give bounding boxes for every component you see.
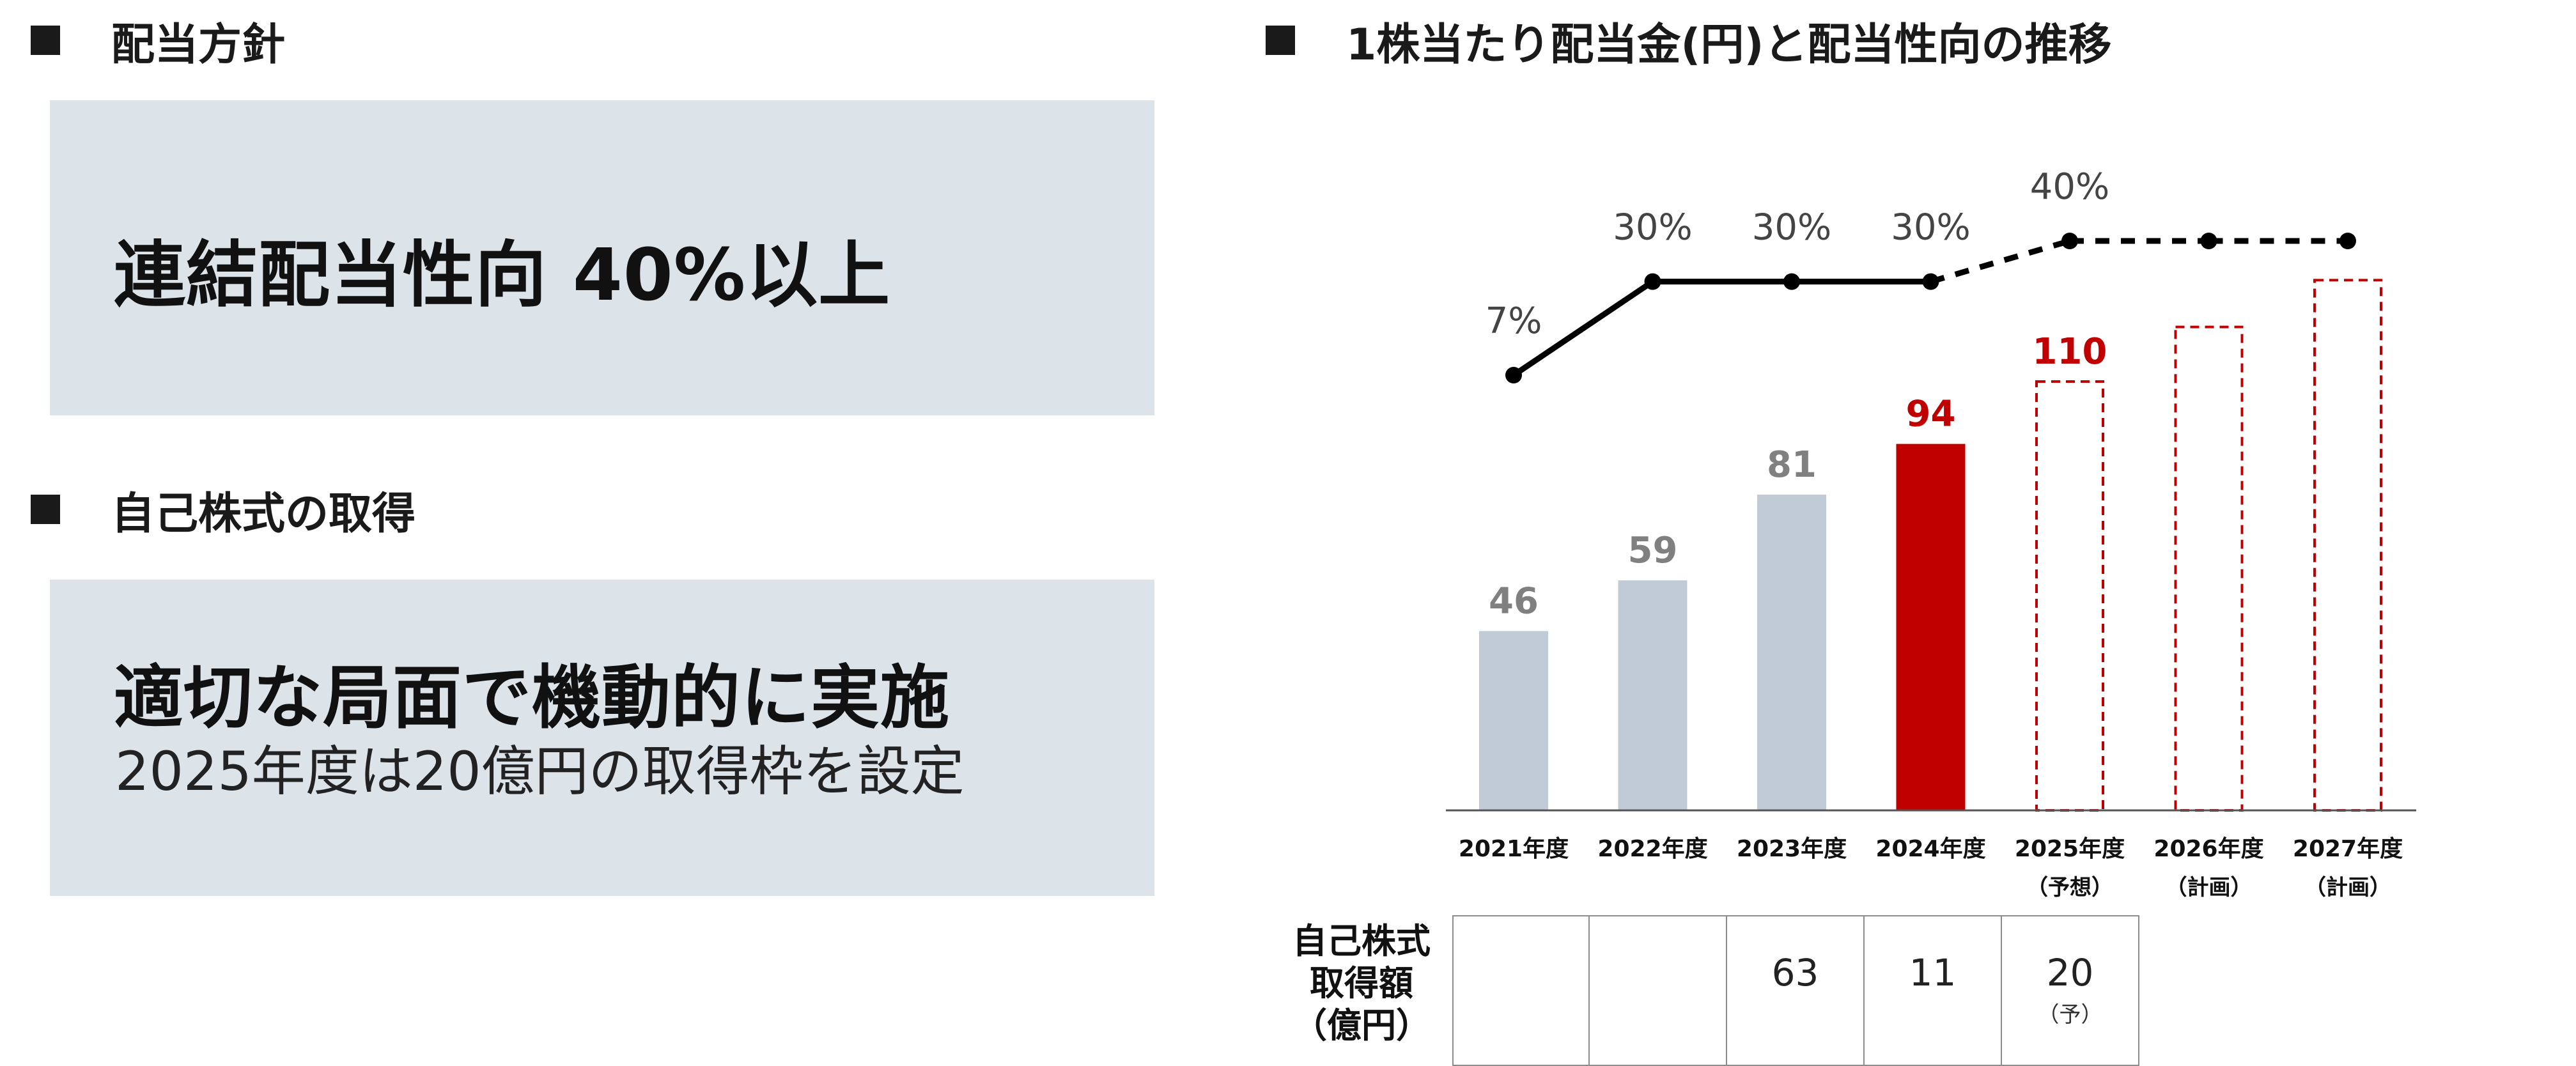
buyback-heading: 自己株式の取得 xyxy=(31,481,416,539)
buyback-cell-value: 11 xyxy=(1909,951,1957,994)
x-tick-label: 2023年度 xyxy=(1737,836,1847,862)
buyback-table-label-line: （億円） xyxy=(1292,1005,1431,1046)
chart-heading-text: 1株当たり配当金(円)と配当性向の推移 xyxy=(1346,19,2112,70)
x-tick-note: （計画） xyxy=(2304,875,2391,900)
bar-value-label: 110 xyxy=(2033,331,2107,373)
chart-heading: 1株当たり配当金(円)と配当性向の推移 xyxy=(1266,12,2112,70)
payout-point xyxy=(2339,233,2356,249)
policy-main-text: 連結配当性向 40%以上 xyxy=(114,234,891,317)
buyback-table-cell: 11 xyxy=(1863,915,2002,1066)
buyback-table-cell: 20 （予） xyxy=(2001,915,2139,1066)
buyback-cell-value: 20 xyxy=(2046,951,2094,994)
policy-heading-text: 配当方針 xyxy=(111,19,286,70)
dividend-bar-forecast xyxy=(2313,279,2382,812)
dividend-bar xyxy=(1479,631,1548,810)
buyback-cell-value: 63 xyxy=(1771,951,1819,994)
square-bullet-icon xyxy=(31,26,60,55)
buyback-panel xyxy=(50,580,1154,896)
buyback-main-text: 適切な局面で機動的に実施 xyxy=(114,658,950,738)
buyback-table-label-line: 自己株式 xyxy=(1292,921,1431,961)
payout-point xyxy=(1644,273,1661,290)
buyback-table-label: 自己株式 取得額 （億円） xyxy=(1272,920,1451,1047)
payout-value-label: 30% xyxy=(1752,207,1831,249)
dividend-bar xyxy=(1618,580,1688,810)
buyback-heading-text: 自己株式の取得 xyxy=(111,488,416,539)
bar-value-label: 46 xyxy=(1489,580,1539,622)
x-tick-label: 2021年度 xyxy=(1459,836,1569,862)
policy-heading: 配当方針 xyxy=(31,12,286,70)
dividend-bar xyxy=(1757,494,1826,810)
bar-value-label: 81 xyxy=(1767,444,1817,486)
x-tick-label: 2022年度 xyxy=(1597,836,1707,862)
payout-value-label: 30% xyxy=(1613,207,1692,249)
buyback-table-cell xyxy=(1588,915,1727,1066)
payout-point xyxy=(1505,367,1522,383)
x-tick-label: 2024年度 xyxy=(1875,836,1985,862)
x-tick-label: 2027年度 xyxy=(2293,836,2403,862)
square-bullet-icon xyxy=(31,495,60,524)
buyback-table-cell xyxy=(1452,915,1590,1066)
x-tick-label: 2025年度 xyxy=(2015,836,2125,862)
payout-point xyxy=(2200,233,2217,249)
payout-line-segment xyxy=(1510,279,1656,378)
payout-value-label: 7% xyxy=(1486,300,1542,342)
square-bullet-icon xyxy=(1266,26,1295,55)
dividend-bar-forecast xyxy=(2174,325,2244,812)
payout-value-label: 40% xyxy=(2030,166,2109,208)
x-tick-note: （予想） xyxy=(2026,875,2113,900)
dividend-bar xyxy=(1896,444,1966,810)
buyback-sub-text: 2025年度は20億円の取得枠を設定 xyxy=(115,740,965,803)
policy-panel xyxy=(50,100,1154,415)
bar-value-label: 59 xyxy=(1628,530,1678,571)
payout-point xyxy=(2061,233,2078,249)
dividend-bar-forecast xyxy=(2035,380,2104,812)
payout-value-label: 30% xyxy=(1891,207,1970,249)
x-tick-note: （計画） xyxy=(2166,875,2253,900)
buyback-table-cell: 63 xyxy=(1726,915,1865,1066)
buyback-table-label-line: 取得額 xyxy=(1310,963,1413,1003)
payout-point xyxy=(1783,273,1800,290)
bar-value-label: 94 xyxy=(1906,394,1956,435)
x-tick-label: 2026年度 xyxy=(2153,836,2263,862)
payout-point xyxy=(1922,273,1939,290)
buyback-cell-note: （予） xyxy=(2037,1002,2103,1028)
